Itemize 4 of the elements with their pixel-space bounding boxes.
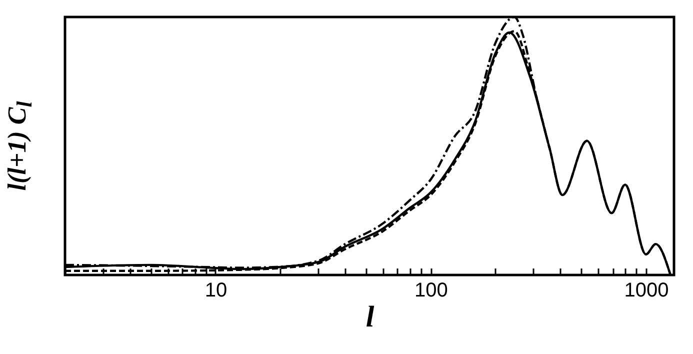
x-tick-label: 10 [204, 280, 228, 302]
x-tick-label: 1000 [624, 280, 669, 302]
x-tick-label: 100 [414, 280, 448, 302]
x-axis-title: l [366, 300, 375, 334]
